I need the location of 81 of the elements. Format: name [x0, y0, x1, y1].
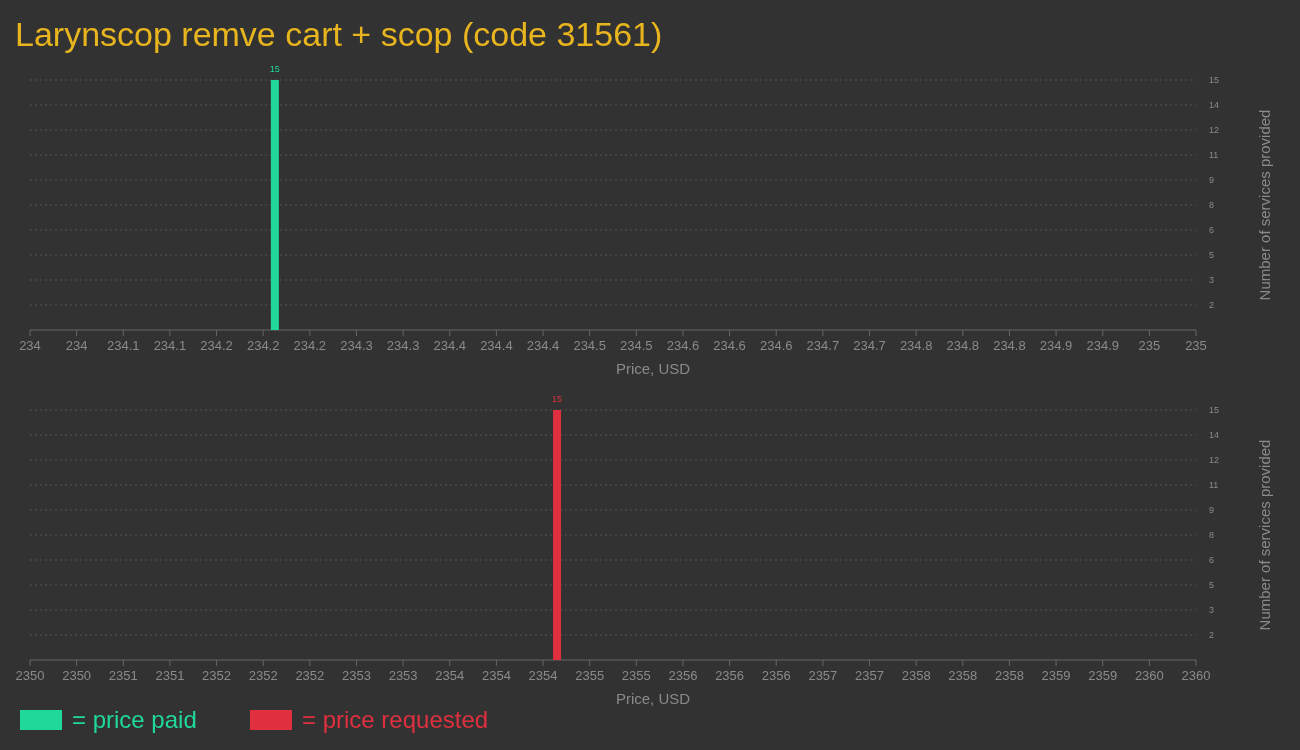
x-tick-label: 234.6: [759, 338, 793, 353]
x-tick-label: 2352: [295, 668, 325, 683]
chart-title: Larynscop remve cart + scop (code 31561): [15, 15, 663, 53]
x-tick-label: 2350: [62, 668, 92, 683]
y-tick-label: 14: [1209, 430, 1220, 440]
x-tick-label: 2357: [855, 668, 884, 683]
x-tick-label: 234.3: [340, 338, 373, 353]
x-tick-label: 234.5: [620, 338, 653, 353]
x-tick-label: 234.5: [573, 338, 606, 353]
x-tick-label: 234.8: [946, 338, 980, 353]
y-axis-title: Number of services provided: [1256, 109, 1273, 301]
y-tick-label: 3: [1209, 275, 1215, 285]
x-tick-label: 234.4: [480, 338, 513, 353]
x-tick-label: 235: [1138, 338, 1161, 353]
x-tick-label: 2359: [1088, 668, 1118, 683]
y-tick-label: 8: [1209, 530, 1215, 540]
y-tick-label: 5: [1209, 580, 1215, 590]
x-tick-label: 2358: [994, 668, 1024, 683]
y-tick-label: 12: [1209, 455, 1220, 465]
y-tick-label: 14: [1209, 100, 1220, 110]
x-tick-label: 234.8: [899, 338, 933, 353]
x-tick-label: 2355: [621, 668, 651, 683]
x-tick-label: 2359: [1041, 668, 1071, 683]
x-tick-label: 2352: [202, 668, 232, 683]
x-tick-label: 234.6: [713, 338, 746, 353]
x-tick-label: 234.8: [993, 338, 1026, 353]
x-tick-label: 2351: [108, 668, 138, 683]
x-tick-label: 2354: [528, 668, 558, 683]
x-tick-label: 2356: [668, 668, 698, 683]
x-tick-label: 234.1: [107, 338, 140, 353]
x-tick-label: 234.7: [806, 338, 840, 353]
x-tick-label: 234.3: [386, 338, 420, 353]
y-tick-label: 2: [1209, 630, 1215, 640]
legend-label: = price paid: [72, 706, 197, 733]
x-tick-label: 2360: [1134, 668, 1164, 683]
x-tick-label: 235: [1185, 338, 1207, 353]
x-tick-label: 2355: [575, 668, 605, 683]
x-tick-label: 234: [65, 338, 88, 353]
x-tick-label: 2357: [808, 668, 838, 683]
x-tick-label: 2350: [15, 668, 45, 683]
x-tick-label: 234.7: [853, 338, 886, 353]
x-tick-label: 234.1: [153, 338, 187, 353]
x-tick-label: 234.2: [293, 338, 327, 353]
x-tick-label: 234.4: [433, 338, 467, 353]
x-tick-label: 234.9: [1086, 338, 1119, 353]
y-tick-label: 11: [1209, 150, 1219, 160]
legend-label: = price requested: [302, 706, 489, 733]
y-tick-label: 6: [1209, 555, 1215, 565]
y-tick-label: 3: [1209, 605, 1215, 615]
x-tick-label: 2354: [435, 668, 465, 683]
x-tick-label: 2351: [155, 668, 185, 683]
x-tick-label: 2356: [761, 668, 791, 683]
x-tick-label: 234.2: [200, 338, 233, 353]
x-tick-label: 2358: [948, 668, 978, 683]
x-tick-label: 2358: [901, 668, 931, 683]
y-tick-label: 11: [1209, 480, 1219, 490]
x-tick-label: 2353: [342, 668, 371, 683]
y-tick-label: 8: [1209, 200, 1215, 210]
y-tick-label: 9: [1209, 505, 1215, 515]
x-tick-label: 2353: [388, 668, 418, 683]
x-tick-label: 234.2: [246, 338, 280, 353]
y-tick-label: 9: [1209, 175, 1215, 185]
y-tick-label: 2: [1209, 300, 1215, 310]
y-tick-label: 6: [1209, 225, 1215, 235]
x-tick-label: 2354: [481, 668, 511, 683]
x-axis-title: Price, USD: [615, 690, 691, 707]
x-tick-label: 2352: [248, 668, 278, 683]
data-label: 15: [269, 64, 280, 74]
x-tick-label: 234.4: [526, 338, 560, 353]
x-tick-label: 2356: [715, 668, 745, 683]
x-tick-label: 234.9: [1039, 338, 1073, 353]
data-label: 15: [552, 394, 563, 404]
x-tick-label: 234.6: [666, 338, 700, 353]
x-tick-label: 234: [19, 338, 41, 353]
y-tick-label: 12: [1209, 125, 1220, 135]
y-tick-label: 5: [1209, 250, 1215, 260]
y-tick-label: 15: [1209, 75, 1220, 85]
y-axis-title: Number of services provided: [1256, 439, 1273, 631]
x-axis-title: Price, USD: [615, 360, 691, 377]
x-tick-label: 2360: [1181, 668, 1211, 683]
y-tick-label: 15: [1209, 405, 1220, 415]
